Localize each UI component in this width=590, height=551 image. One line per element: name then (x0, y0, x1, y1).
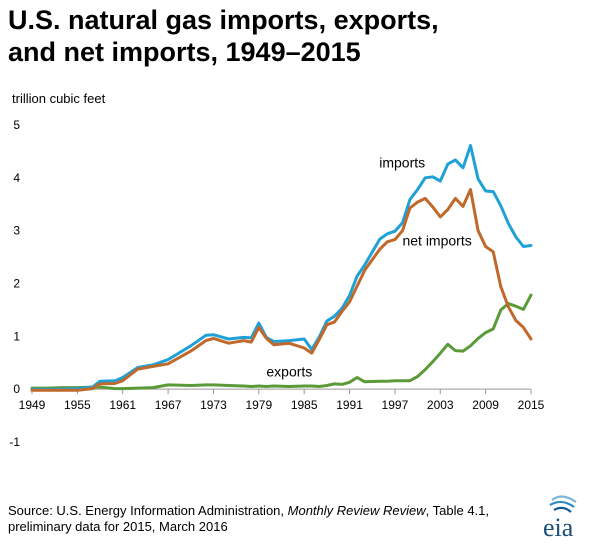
chart-title-line-2: and net imports, 1949–2015 (8, 37, 361, 67)
logo-text: eia (543, 513, 574, 542)
series-labels: imports net imports exports (266, 154, 471, 379)
source-prefix: Source: U.S. Energy Information Administ… (8, 503, 288, 518)
x-axis: 1949 1955 1961 1967 1973 1979 1985 1991 1997 2003… (19, 388, 545, 412)
logo-arc-1 (551, 495, 577, 503)
eia-logo: eia (543, 495, 577, 542)
source-note: Source: U.S. Energy Information Administ… (8, 503, 538, 535)
logo-arc-3 (553, 506, 572, 513)
source-rest: , Table 4.1, preliminary data for 2015, … (8, 503, 490, 534)
source-publication: Monthly Review Review (287, 503, 426, 518)
y-tick-labels: -1 0 1 2 3 4 5 (9, 118, 20, 449)
x-tick-label: 1979 (245, 398, 272, 412)
chart-title-line-1: U.S. natural gas imports, exports, (8, 5, 439, 35)
x-tick-label: 1997 (382, 398, 409, 412)
x-tick-label: 2015 (518, 398, 545, 412)
series-label-net-imports: net imports (402, 232, 471, 248)
chart-title: U.S. natural gas imports, exports, and n… (8, 4, 583, 68)
series-lines (30, 144, 533, 392)
y-tick-label: 1 (13, 329, 20, 343)
y-tick-label: 0 (13, 382, 20, 396)
logo-arc-2 (549, 500, 575, 508)
x-tick-label: 1949 (19, 398, 46, 412)
x-tick-label: 1967 (155, 398, 182, 412)
y-tick-label: -1 (9, 435, 20, 449)
x-tick-label: 1955 (64, 398, 91, 412)
x-tick-label: 1991 (336, 398, 363, 412)
x-tick-label: 1985 (291, 398, 318, 412)
y-tick-label: 4 (13, 171, 20, 185)
series-label-exports: exports (266, 363, 312, 379)
y-axis-unit-label: trillion cubic feet (12, 91, 106, 106)
x-tick-label: 2009 (472, 398, 499, 412)
x-tick-label: 2003 (427, 398, 454, 412)
series-line-exports (30, 293, 533, 391)
y-tick-label: 3 (13, 224, 20, 238)
x-tick-label: 1961 (109, 398, 136, 412)
series-line-imports (30, 144, 533, 391)
line-chart: trillion cubic feet -1 0 1 2 3 4 5 1949 1955 196… (9, 91, 545, 449)
x-tick-label: 1973 (200, 398, 227, 412)
series-label-imports: imports (379, 154, 425, 170)
series-line-net-imports (30, 188, 533, 392)
y-tick-label: 5 (13, 118, 20, 132)
y-tick-label: 2 (13, 277, 20, 291)
